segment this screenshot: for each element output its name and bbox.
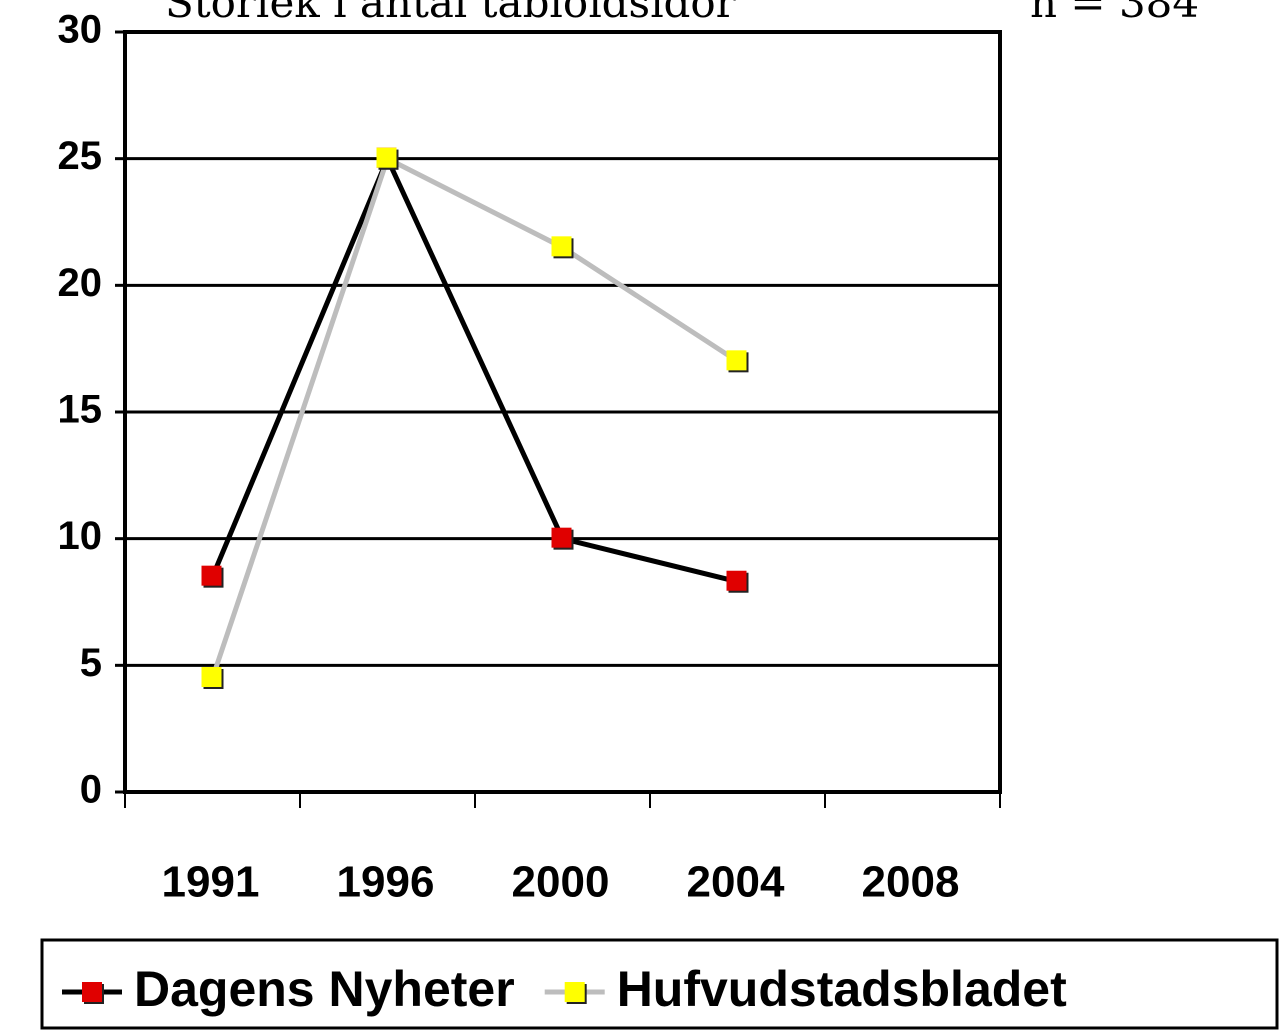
- legend-marker: [564, 982, 585, 1002]
- legend-marker: [82, 982, 102, 1002]
- y-tick-label: 5: [80, 641, 102, 685]
- x-tick-label: 1996: [337, 858, 435, 907]
- y-tick-label: 0: [80, 768, 102, 812]
- x-tick-label: 2000: [512, 858, 610, 907]
- plot-border: [123, 30, 1002, 794]
- x-tick-label: 2008: [862, 858, 960, 907]
- x-tick-label: 2004: [687, 858, 785, 907]
- data-point: [726, 350, 747, 371]
- series-line: [210, 152, 739, 585]
- series-line: [210, 155, 739, 679]
- legend-label: Dagens Nyheter: [134, 961, 515, 1017]
- data-point: [376, 147, 397, 168]
- data-point: [551, 236, 572, 257]
- legend-box: [40, 938, 1279, 1030]
- data-point: [551, 527, 572, 548]
- chart-subtitle: n = 384: [1030, 0, 1199, 27]
- data-point: [201, 565, 222, 586]
- y-tick-label: 25: [58, 134, 103, 178]
- x-tick-label: 1991: [162, 858, 260, 907]
- data-point: [726, 570, 747, 591]
- y-tick-label: 30: [58, 8, 103, 52]
- y-tick-label: 10: [58, 514, 103, 558]
- data-point: [201, 667, 222, 687]
- y-tick-label: 20: [58, 261, 103, 305]
- legend-label: Hufvudstadsbladet: [617, 961, 1067, 1017]
- chart-title: Storlek i antal tabloidsidor: [165, 0, 737, 27]
- y-tick-label: 15: [58, 388, 103, 432]
